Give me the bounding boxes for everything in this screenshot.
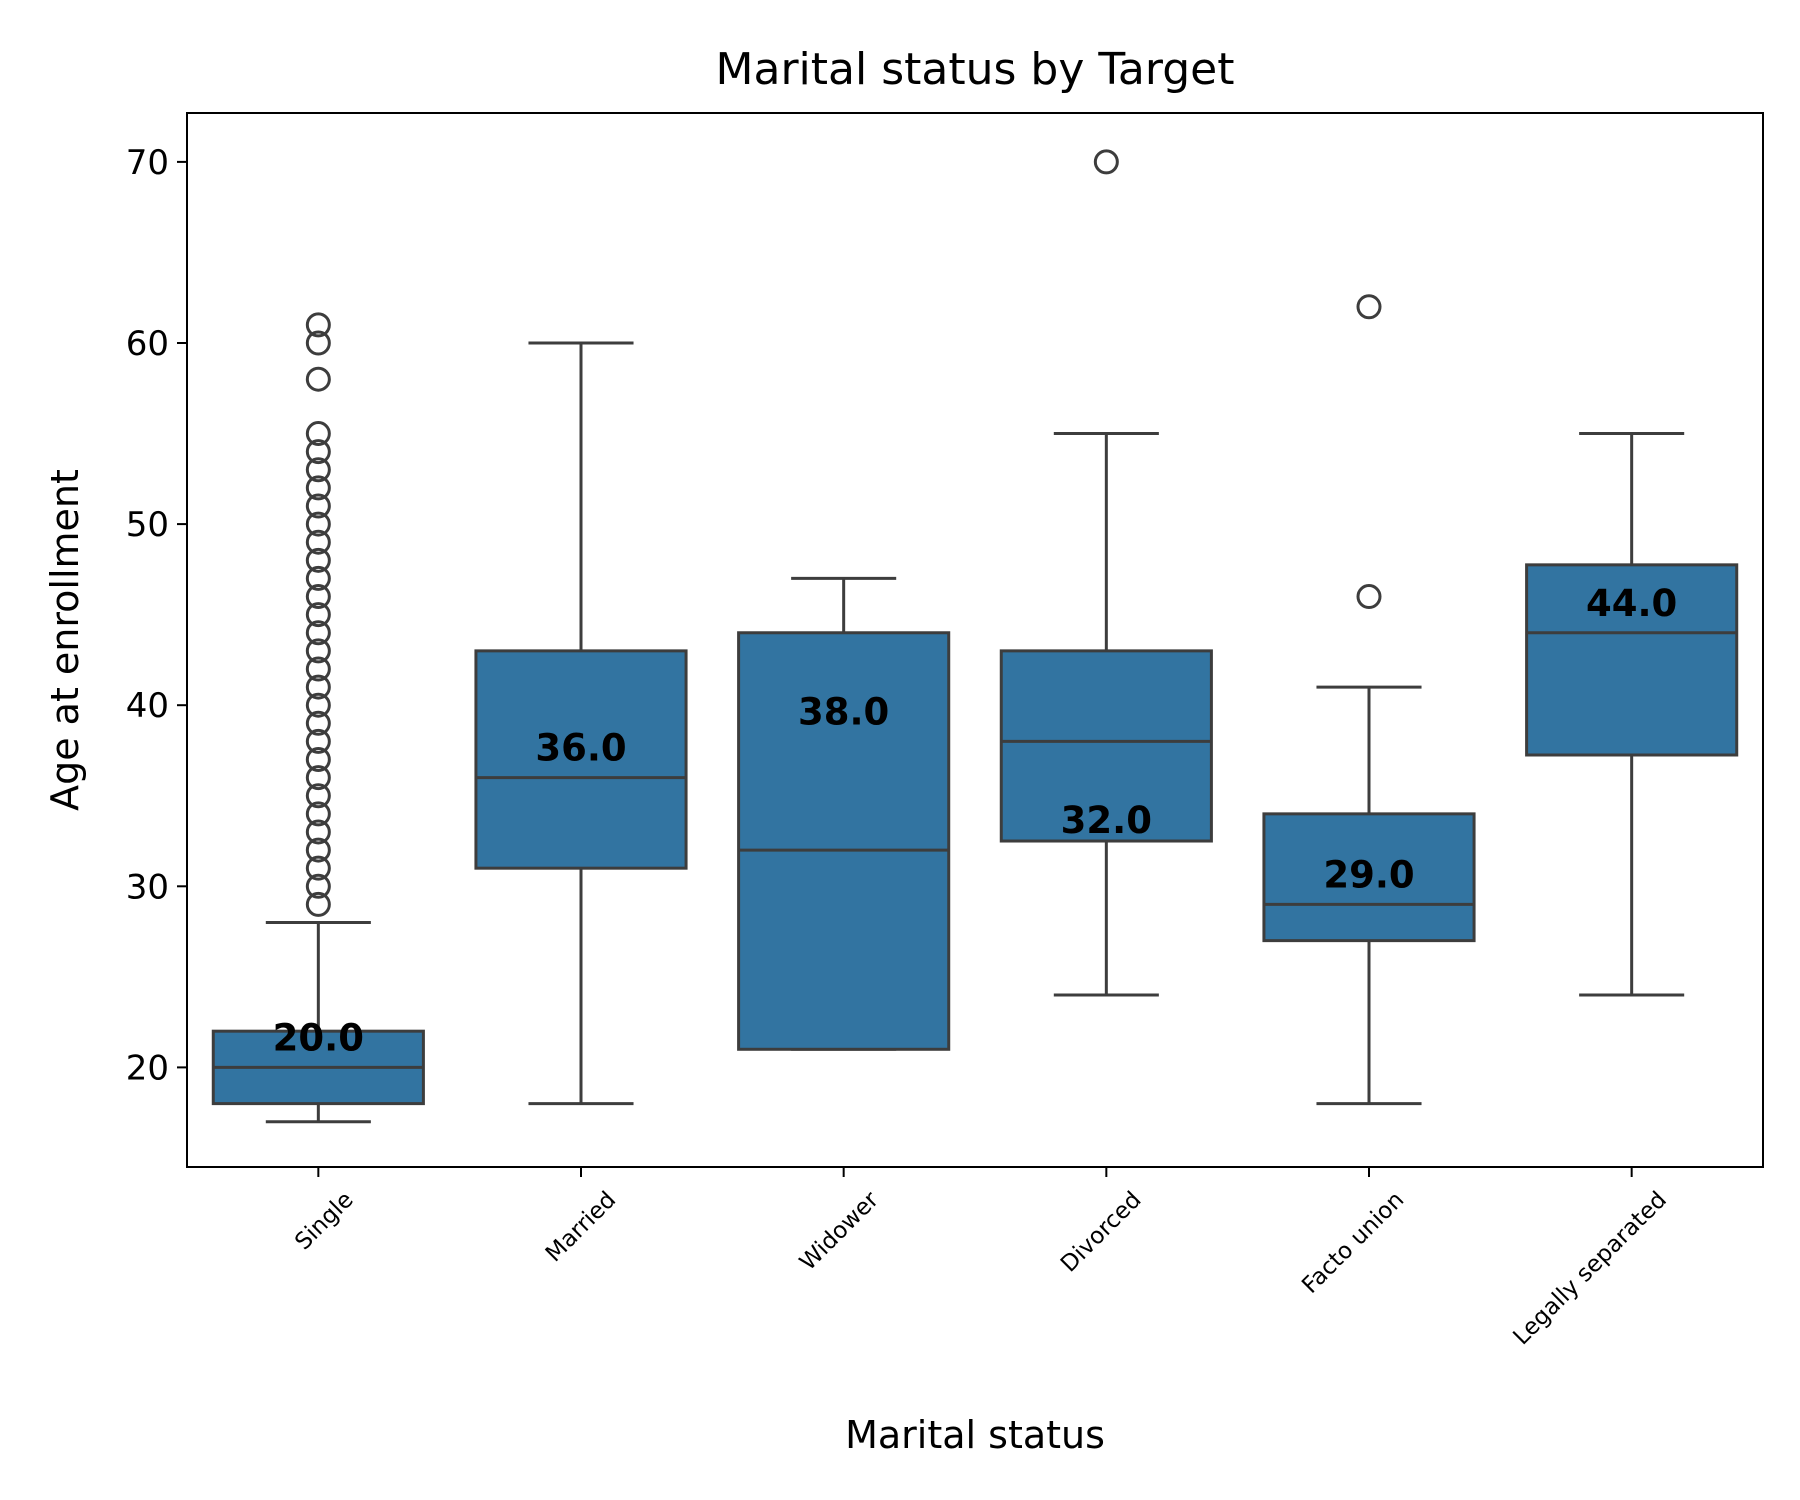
outlier-point — [305, 656, 331, 682]
y-tick-label: 40 — [126, 686, 169, 726]
median-labels: 20.0 36.0 38.0 32.0 29.0 44.0 — [273, 582, 1678, 1060]
axes-frame — [186, 112, 1764, 1168]
outlier-point — [305, 801, 331, 827]
median-value-label: 20.0 — [273, 1016, 364, 1059]
outlier-point — [305, 529, 331, 555]
outlier-point — [305, 873, 331, 899]
outlier-point — [305, 747, 331, 773]
box-facto-union — [1262, 294, 1476, 1106]
median-value-label: 29.0 — [1323, 853, 1414, 896]
x-tick-label: Legally separated — [1508, 1187, 1671, 1350]
box-married — [474, 341, 688, 1106]
outlier-point — [305, 638, 331, 664]
outlier-point — [305, 330, 331, 356]
x-tick-label: Facto union — [1297, 1187, 1409, 1299]
outlier-point — [305, 674, 331, 700]
outlier-point — [305, 584, 331, 610]
median-value-label: 32.0 — [1061, 799, 1152, 842]
outlier-point — [305, 692, 331, 718]
y-tick-label: 50 — [126, 505, 169, 545]
y-tick-label: 30 — [126, 867, 169, 907]
outlier-point — [305, 457, 331, 483]
box-single — [211, 312, 425, 1124]
outlier-point — [305, 620, 331, 646]
outlier-point — [305, 765, 331, 791]
outlier-point — [305, 366, 331, 392]
plot-area — [186, 112, 1764, 1168]
median-value-label: 36.0 — [535, 727, 626, 770]
outlier-point — [305, 602, 331, 628]
y-axis-label: Age at enrollment — [43, 469, 87, 811]
iqr-box — [999, 649, 1213, 843]
x-tick-label: Single — [290, 1187, 358, 1255]
x-axis: Single Married Widower Divorced Facto union L… — [290, 1167, 1672, 1350]
outlier-point — [305, 511, 331, 537]
box-widower — [737, 576, 951, 1051]
box-legally-separated — [1525, 432, 1739, 997]
iqr-box — [1525, 563, 1739, 757]
median-value-label: 38.0 — [798, 690, 889, 733]
outlier-point — [305, 819, 331, 845]
outlier-point — [305, 891, 331, 917]
median-value-label: 44.0 — [1586, 582, 1677, 625]
iqr-box — [1262, 812, 1476, 943]
y-tick-label: 70 — [126, 143, 169, 183]
outlier-point — [305, 710, 331, 736]
box-divorced — [999, 149, 1213, 997]
x-tick-label: Married — [541, 1187, 621, 1267]
outlier-point — [305, 312, 331, 338]
x-tick-label: Widower — [795, 1186, 884, 1275]
chart-title: Marital status by Target — [716, 44, 1235, 95]
outlier-point — [305, 783, 331, 809]
outlier-point — [305, 439, 331, 465]
outlier-point — [305, 565, 331, 591]
y-tick-label: 20 — [126, 1048, 169, 1088]
outlier-point — [1093, 149, 1119, 175]
outlier-point — [305, 421, 331, 447]
x-axis-label: Marital status — [845, 1413, 1105, 1457]
outlier-point — [305, 728, 331, 754]
outlier-point — [305, 475, 331, 501]
box-series — [211, 149, 1739, 1124]
iqr-box — [737, 631, 951, 1051]
outlier-point — [305, 547, 331, 573]
iqr-box — [474, 649, 688, 870]
y-axis: 20 30 40 50 60 70 — [126, 143, 187, 1088]
outlier-point — [305, 855, 331, 881]
x-tick-label: Divorced — [1056, 1187, 1147, 1278]
outlier-point — [305, 837, 331, 863]
y-tick-label: 60 — [126, 324, 169, 364]
outlier-point — [1356, 294, 1382, 320]
outlier-point — [1356, 584, 1382, 610]
outlier-point — [305, 493, 331, 519]
